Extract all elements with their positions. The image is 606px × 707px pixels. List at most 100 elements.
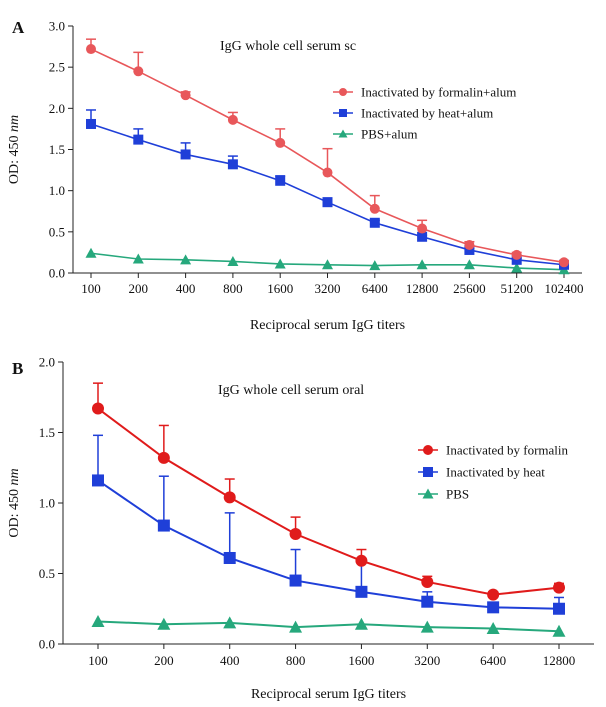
data-point xyxy=(369,260,381,271)
y-axis-title: OD: 450 nm xyxy=(7,468,22,537)
x-tick-label: 25600 xyxy=(453,281,486,296)
data-point xyxy=(180,90,191,101)
legend-swatch-marker xyxy=(422,488,434,499)
data-point xyxy=(464,240,475,251)
series-1 xyxy=(86,38,569,268)
series-3 xyxy=(91,614,566,637)
data-point xyxy=(354,617,368,630)
data-point xyxy=(92,474,104,487)
data-point xyxy=(322,167,333,178)
data-point xyxy=(421,575,434,588)
data-point xyxy=(227,159,238,170)
legend-label: PBS xyxy=(446,487,469,502)
data-point xyxy=(223,616,237,629)
data-point xyxy=(322,197,333,208)
x-tick-label: 200 xyxy=(154,653,174,668)
y-axis-title-main: OD: 450 xyxy=(7,486,22,538)
y-tick-label: 1.0 xyxy=(39,496,55,511)
x-tick-label: 200 xyxy=(129,281,149,296)
legend: Inactivated by formalin+alum Inactivated … xyxy=(333,85,516,142)
x-axis-title: Reciprocal serum IgG titers xyxy=(250,318,405,333)
data-point xyxy=(227,114,238,125)
y-tick-label: 2.0 xyxy=(49,101,65,116)
data-point xyxy=(552,624,566,637)
y-axis-title-unit: nm xyxy=(7,468,22,485)
data-point xyxy=(92,402,104,415)
x-tick-label: 800 xyxy=(223,281,243,296)
data-point xyxy=(369,217,380,228)
data-point xyxy=(86,118,96,129)
legend-label: Inactivated by formalin+alum xyxy=(361,85,516,100)
data-point xyxy=(322,259,333,270)
x-tick-label: 12800 xyxy=(543,653,576,668)
data-point xyxy=(369,203,380,214)
data-point xyxy=(133,134,144,145)
x-tick-label: 400 xyxy=(176,281,196,296)
data-point xyxy=(553,602,565,615)
y-tick-label: 2.5 xyxy=(49,60,65,75)
legend: Inactivated by formalin Inactivated by he… xyxy=(418,443,569,502)
x-tick-label: 12800 xyxy=(406,281,439,296)
legend-swatch-marker xyxy=(338,129,348,138)
data-point xyxy=(275,175,286,186)
data-point xyxy=(274,258,286,269)
chart-title: IgG whole cell serum sc xyxy=(220,39,356,54)
y-axis-title-unit: nm xyxy=(7,115,22,132)
panel-a-chart: A IgG whole cell serum sc 0.0 0.5 1.0 1.5 2.0 2… xyxy=(7,18,584,333)
y-tick-label: 0.5 xyxy=(39,566,55,581)
data-point xyxy=(511,249,522,260)
series-2 xyxy=(86,109,569,270)
data-point xyxy=(157,519,170,532)
data-point xyxy=(355,585,368,598)
x-tick-label: 1600 xyxy=(348,653,374,668)
data-point xyxy=(180,149,191,160)
y-tick-label: 3.0 xyxy=(49,19,65,34)
y-tick-label: 0.0 xyxy=(39,637,55,652)
data-point xyxy=(355,554,368,567)
x-tick-label: 400 xyxy=(220,653,240,668)
y-tick-label: 1.0 xyxy=(49,183,65,198)
x-tick-label: 1600 xyxy=(267,281,293,296)
data-point xyxy=(416,259,428,270)
series-line xyxy=(90,123,565,266)
y-tick-label: 1.5 xyxy=(49,142,65,157)
data-point xyxy=(223,491,236,504)
data-point xyxy=(553,581,565,594)
x-tick-label: 3200 xyxy=(315,281,341,296)
x-tick-label: 3200 xyxy=(414,653,440,668)
data-point xyxy=(132,253,144,264)
x-tick-label: 100 xyxy=(88,653,108,668)
data-point xyxy=(157,617,171,630)
legend-label: Inactivated by heat xyxy=(446,465,545,480)
x-tick-label: 800 xyxy=(286,653,306,668)
series-line xyxy=(97,620,560,633)
data-point xyxy=(487,601,500,614)
data-point xyxy=(223,551,236,564)
data-point xyxy=(511,262,523,273)
data-point xyxy=(559,257,569,268)
y-tick-label: 0.5 xyxy=(49,224,65,239)
x-tick-label: 100 xyxy=(81,281,101,296)
legend-label: PBS+alum xyxy=(361,127,417,142)
data-point xyxy=(289,574,302,587)
legend-swatch-marker xyxy=(423,467,433,477)
x-tick-label: 6400 xyxy=(362,281,388,296)
series-line xyxy=(97,407,560,596)
legend-swatch-marker xyxy=(423,445,433,455)
data-point xyxy=(289,620,303,633)
y-tick-label: 2.0 xyxy=(39,355,55,370)
data-point xyxy=(133,66,144,77)
y-axis-title-main: OD: 450 xyxy=(7,132,22,184)
data-point xyxy=(421,595,434,608)
series-line xyxy=(97,479,560,610)
panel-b-chart: B IgG whole cell serum oral 0.0 0.5 1.0 1.5 2.… xyxy=(7,355,594,702)
data-point xyxy=(91,614,105,627)
data-point xyxy=(486,621,500,634)
y-tick-label: 1.5 xyxy=(39,425,55,440)
y-tick-label: 0.0 xyxy=(49,266,65,281)
data-point xyxy=(420,620,434,633)
legend-label: Inactivated by formalin xyxy=(446,443,569,458)
x-tick-label: 6400 xyxy=(480,653,506,668)
series-3 xyxy=(85,247,570,275)
